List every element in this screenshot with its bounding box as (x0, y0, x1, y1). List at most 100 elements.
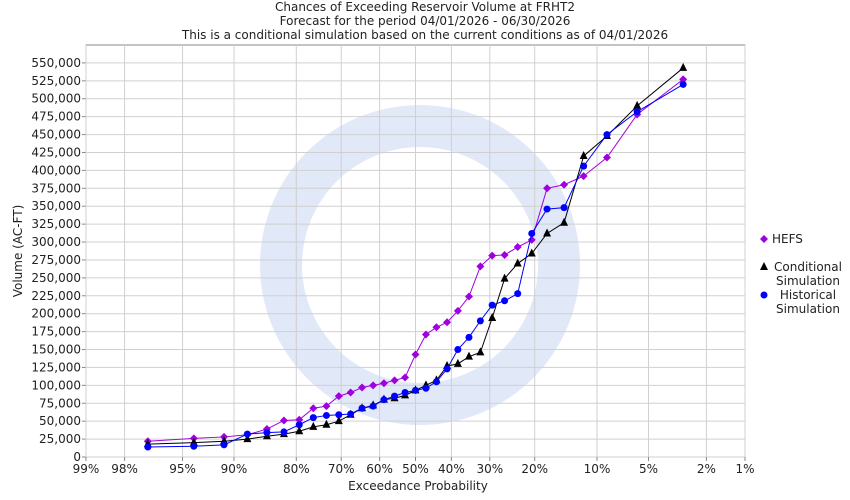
data-point (527, 248, 536, 257)
data-point (633, 108, 641, 116)
data-point (602, 153, 611, 162)
data-point (580, 162, 588, 170)
y-tick-label: 200,000 (31, 307, 81, 321)
data-point (322, 411, 330, 419)
data-point (543, 184, 552, 193)
data-point (243, 430, 251, 438)
data-point (390, 376, 399, 385)
data-point (476, 317, 484, 325)
y-tick-label: 50,000 (39, 414, 81, 428)
y-tick-label: 250,000 (31, 271, 81, 285)
data-point (501, 297, 509, 305)
data-point (560, 180, 569, 189)
data-point (432, 378, 440, 386)
data-point (476, 262, 485, 271)
x-tick-label: 90% (221, 462, 248, 476)
data-point (443, 318, 452, 327)
x-tick-label: 70% (328, 462, 355, 476)
data-point (369, 381, 378, 390)
data-point (401, 389, 409, 397)
y-tick-label: 400,000 (31, 163, 81, 177)
data-point (464, 292, 473, 301)
y-tick-label: 25,000 (39, 432, 81, 446)
x-tick-label: 98% (111, 462, 138, 476)
y-tick-label: 0 (73, 450, 81, 464)
data-point (464, 351, 473, 360)
x-tick-label: 10% (584, 462, 611, 476)
legend-label: HEFS (772, 232, 803, 246)
data-point (488, 251, 497, 260)
chart-subtitle: Forecast for the period 04/01/2026 - 06/… (280, 14, 571, 28)
data-point (560, 204, 568, 212)
x-tick-label: 95% (169, 462, 196, 476)
data-point (476, 347, 485, 356)
data-point (401, 373, 410, 382)
legend-label: Conditional Simulation (774, 260, 842, 288)
data-point (334, 416, 343, 425)
data-point (421, 330, 430, 339)
data-point (369, 402, 377, 410)
data-point (358, 383, 367, 392)
data-point (560, 217, 569, 226)
y-tick-label: 225,000 (31, 289, 81, 303)
data-point (190, 442, 198, 450)
data-point (543, 205, 551, 213)
x-tick-label: 2% (697, 462, 716, 476)
data-point (500, 273, 509, 282)
data-point (347, 410, 355, 418)
y-tick-label: 475,000 (31, 110, 81, 124)
legend-label: Historical Simulation (776, 288, 840, 316)
y-tick-label: 150,000 (31, 343, 81, 357)
data-point (514, 290, 522, 298)
y-tick-label: 275,000 (31, 253, 81, 267)
data-point (380, 396, 388, 404)
y-tick-label: 300,000 (31, 235, 81, 249)
data-point (358, 404, 366, 412)
y-tick-label: 375,000 (31, 181, 81, 195)
data-point (465, 333, 473, 341)
data-point (454, 346, 462, 354)
data-point (309, 421, 318, 430)
y-tick-label: 350,000 (31, 199, 81, 213)
data-point (679, 62, 688, 71)
x-tick-label: 5% (639, 462, 658, 476)
data-point (603, 131, 611, 139)
data-point (488, 301, 496, 309)
data-point (144, 443, 152, 451)
data-point (513, 243, 522, 252)
data-point (443, 365, 451, 373)
data-point (322, 402, 331, 411)
data-point (280, 428, 288, 436)
x-tick-label: 40% (438, 462, 465, 476)
data-point (500, 250, 509, 259)
data-point (346, 388, 355, 397)
data-point (334, 392, 343, 401)
data-point (309, 414, 317, 422)
data-point (295, 426, 304, 435)
y-tick-label: 525,000 (31, 74, 81, 88)
y-tick-label: 550,000 (31, 56, 81, 70)
legend-marker (760, 262, 768, 270)
data-point (432, 323, 441, 332)
data-point (513, 258, 522, 267)
data-point (379, 379, 388, 388)
data-point (528, 229, 536, 237)
data-point (295, 415, 304, 424)
data-point (295, 421, 303, 429)
x-tick-label: 20% (521, 462, 548, 476)
y-tick-label: 75,000 (39, 396, 81, 410)
data-point (679, 80, 687, 88)
data-point (411, 350, 420, 359)
data-point (309, 404, 318, 413)
chart-title: Chances of Exceeding Reservoir Volume at… (275, 0, 575, 14)
y-tick-label: 175,000 (31, 325, 81, 339)
x-tick-label: 99% (73, 462, 100, 476)
x-tick-label: 30% (476, 462, 503, 476)
watermark (260, 105, 580, 425)
x-tick-label: 1% (735, 462, 754, 476)
x-tick-label: 80% (283, 462, 310, 476)
x-axis-label: Exceedance Probability (348, 479, 488, 493)
data-point (579, 172, 588, 181)
data-point (453, 306, 462, 315)
